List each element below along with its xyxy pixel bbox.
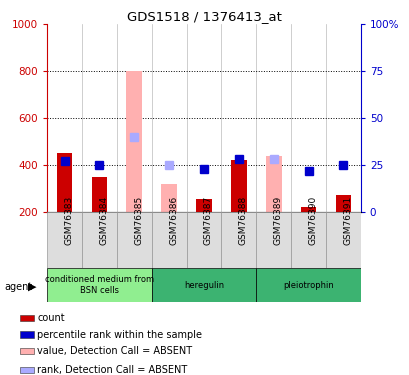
Text: GSM76384: GSM76384 xyxy=(99,196,108,245)
Text: ▶: ▶ xyxy=(28,282,36,292)
Bar xyxy=(290,212,325,268)
Bar xyxy=(47,268,151,302)
Bar xyxy=(117,212,151,268)
Bar xyxy=(126,71,142,212)
Bar xyxy=(300,207,316,212)
Bar xyxy=(196,199,211,212)
Bar xyxy=(151,268,256,302)
Text: GSM76388: GSM76388 xyxy=(238,196,247,245)
Text: count: count xyxy=(37,313,65,322)
Text: agent: agent xyxy=(4,282,32,292)
Text: heregulin: heregulin xyxy=(184,280,223,290)
Bar xyxy=(47,212,82,268)
Text: GSM76387: GSM76387 xyxy=(204,196,212,245)
Bar xyxy=(161,184,177,212)
Bar xyxy=(91,177,107,212)
Text: rank, Detection Call = ABSENT: rank, Detection Call = ABSENT xyxy=(37,364,187,375)
Text: GSM76389: GSM76389 xyxy=(273,196,282,245)
Bar xyxy=(56,153,72,212)
Bar xyxy=(335,195,351,212)
Text: pleiotrophin: pleiotrophin xyxy=(283,280,333,290)
Text: GSM76385: GSM76385 xyxy=(134,196,143,245)
Bar xyxy=(82,212,117,268)
Bar xyxy=(20,367,34,373)
Text: GSM76383: GSM76383 xyxy=(65,196,73,245)
Bar xyxy=(256,212,290,268)
Text: GSM76391: GSM76391 xyxy=(343,196,351,245)
Text: value, Detection Call = ABSENT: value, Detection Call = ABSENT xyxy=(37,346,192,356)
Bar xyxy=(265,156,281,212)
Bar xyxy=(325,212,360,268)
Text: GSM76386: GSM76386 xyxy=(169,196,178,245)
Bar xyxy=(20,332,34,338)
Text: conditioned medium from
BSN cells: conditioned medium from BSN cells xyxy=(45,275,154,295)
Bar xyxy=(256,268,360,302)
Bar xyxy=(20,315,34,321)
Bar xyxy=(230,160,246,212)
Text: percentile rank within the sample: percentile rank within the sample xyxy=(37,330,202,339)
Bar xyxy=(221,212,256,268)
Bar xyxy=(151,212,186,268)
Title: GDS1518 / 1376413_at: GDS1518 / 1376413_at xyxy=(126,10,281,23)
Bar xyxy=(20,348,34,354)
Text: GSM76390: GSM76390 xyxy=(308,196,317,245)
Bar xyxy=(186,212,221,268)
